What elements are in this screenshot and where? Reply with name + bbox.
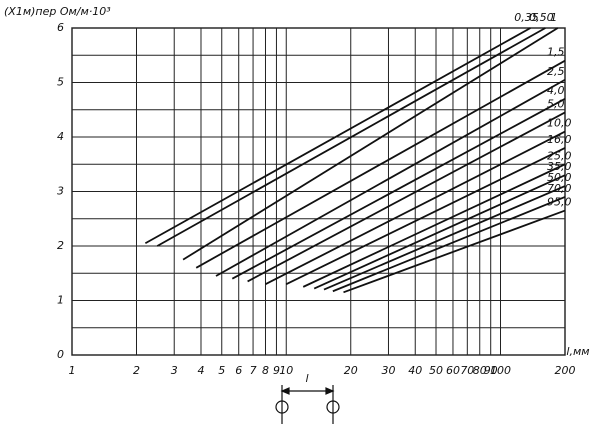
series-line bbox=[332, 196, 566, 293]
series-line bbox=[144, 27, 531, 245]
diagram-label: l bbox=[305, 372, 308, 385]
x-tick-label: 80 bbox=[473, 364, 487, 377]
x-tick-label: 2 bbox=[133, 364, 140, 377]
series-label: 50,0 bbox=[547, 171, 572, 184]
series-label: 70,0 bbox=[547, 182, 572, 195]
cable-diagram bbox=[275, 385, 340, 424]
x-tick-label: 8 bbox=[262, 364, 269, 377]
x-tick-label: 70 bbox=[460, 364, 474, 377]
x-tick-label: 100 bbox=[490, 364, 511, 377]
series-label: 35,0 bbox=[547, 160, 572, 173]
x-tick-label: 90 bbox=[484, 364, 498, 377]
series-line bbox=[156, 27, 546, 247]
x-tick-label: 40 bbox=[408, 364, 422, 377]
y-tick-label: 3 bbox=[57, 185, 64, 198]
series-line bbox=[343, 209, 566, 294]
x-tick-label: 5 bbox=[218, 364, 225, 377]
y-tick-label: 6 bbox=[57, 21, 64, 34]
series-label: 4,0 bbox=[547, 84, 565, 97]
series-label: 5,0 bbox=[547, 97, 565, 110]
series-line bbox=[265, 130, 566, 285]
y-tick-label: 1 bbox=[57, 294, 64, 307]
y-axis-label: (X1м)пер Ом/м·10³ bbox=[4, 5, 111, 18]
series-line bbox=[247, 111, 566, 283]
series-line bbox=[323, 185, 566, 291]
y-tick-label: 2 bbox=[57, 239, 64, 252]
x-tick-label: 200 bbox=[555, 364, 576, 377]
y-tick-label: 0 bbox=[57, 348, 64, 361]
series-label: 25,0 bbox=[547, 149, 572, 162]
x-tick-label: 7 bbox=[250, 364, 257, 377]
series-line bbox=[313, 174, 566, 290]
series-label: 0,35 bbox=[514, 11, 539, 24]
series-label: 10,0 bbox=[547, 117, 572, 130]
series-label: 16,0 bbox=[547, 133, 572, 146]
x-axis-label: l,мм bbox=[566, 345, 589, 358]
y-tick-label: 5 bbox=[57, 76, 64, 89]
series-line bbox=[302, 163, 566, 288]
series-line bbox=[215, 78, 566, 277]
series-label: 1,5 bbox=[547, 46, 565, 59]
x-tick-label: 3 bbox=[171, 364, 178, 377]
y-tick-label: 4 bbox=[57, 130, 64, 143]
x-tick-label: 4 bbox=[197, 364, 204, 377]
series-label: 0,50 bbox=[529, 11, 554, 24]
series-line bbox=[231, 98, 566, 280]
series-line bbox=[285, 147, 566, 285]
x-tick-label: 9 bbox=[273, 364, 280, 377]
series-line bbox=[195, 59, 566, 269]
series-line bbox=[182, 27, 559, 261]
x-tick-label: 60 bbox=[446, 364, 460, 377]
x-tick-label: 1 bbox=[69, 364, 76, 377]
x-tick-label: 10 bbox=[279, 364, 293, 377]
series-label: 2,5 bbox=[547, 65, 565, 78]
series-label: 1 bbox=[550, 11, 557, 24]
x-tick-label: 50 bbox=[429, 364, 443, 377]
x-tick-label: 30 bbox=[381, 364, 395, 377]
series-label: 95,0 bbox=[547, 196, 572, 209]
x-tick-label: 6 bbox=[235, 364, 242, 377]
x-tick-label: 20 bbox=[344, 364, 358, 377]
